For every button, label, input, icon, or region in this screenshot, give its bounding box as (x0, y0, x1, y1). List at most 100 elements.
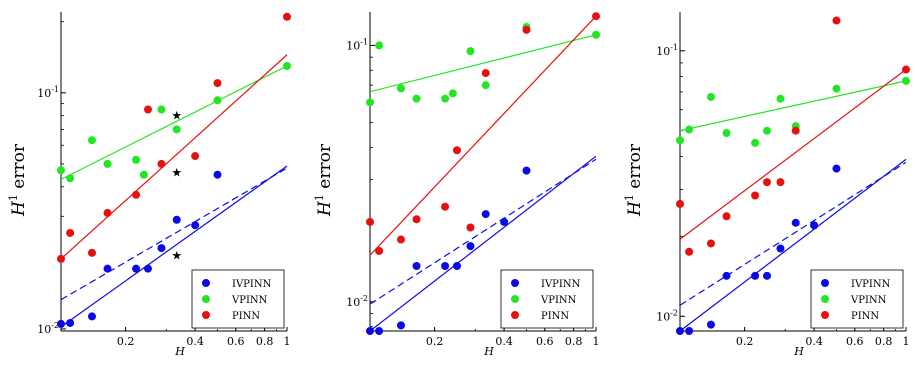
x-tick-label: 0.6 (846, 335, 864, 348)
chart-panel-3: 0.2 0.4 0.6 0.8 1 H 10-2 10-1 H1 error IVPINN VPIN… (623, 12, 910, 358)
data-point-pinn (762, 178, 771, 187)
data-point-ivpinn (57, 319, 65, 328)
x-tick-label: 1 (284, 335, 291, 348)
data-point-pinn (592, 12, 600, 21)
fit-line-pinn (679, 69, 907, 240)
x-axis-label: H (483, 345, 494, 358)
y-axis-label: H1 error (623, 143, 645, 217)
star-marker: ★ (171, 109, 182, 123)
data-point-pinn (452, 146, 461, 155)
x-tick-label: 0.8 (565, 335, 583, 348)
data-point-pinn (66, 228, 75, 237)
fit-line-ivpinn (679, 158, 907, 332)
legend-marker-ivpinn (202, 279, 210, 287)
data-point-vpinn (103, 159, 112, 168)
data-point-vpinn (87, 136, 96, 145)
data-point-ivpinn (366, 327, 374, 335)
y-tick-label: 10-2 (37, 321, 59, 336)
fit-line-vpinn (369, 34, 597, 93)
data-point-vpinn (66, 174, 75, 183)
data-point-vpinn (902, 76, 910, 85)
x-axis-label: H (174, 345, 185, 358)
legend: IVPINN VPINN PINN (500, 269, 594, 329)
x-tick-label: 0.4 (805, 335, 823, 348)
data-point-ivpinn (213, 170, 222, 179)
fit-line-pinn (369, 15, 597, 256)
x-tick-label: 0.2 (117, 335, 135, 348)
data-point-pinn (366, 217, 374, 226)
data-point-pinn (832, 16, 841, 25)
data-point-pinn (466, 223, 475, 232)
data-point-pinn (191, 152, 200, 161)
legend-label-ivpinn: IVPINN (541, 279, 581, 290)
data-point-pinn (676, 199, 684, 208)
data-point-ivpinn (157, 244, 166, 253)
data-point-vpinn (375, 41, 384, 50)
x-tick-label: 0.6 (227, 335, 245, 348)
legend-label-ivpinn: IVPINN (851, 279, 891, 290)
data-point-vpinn (706, 92, 715, 101)
data-point-ivpinn (776, 244, 785, 253)
data-point-pinn (685, 247, 694, 256)
legend-marker-vpinn (511, 295, 519, 303)
data-point-ivpinn (396, 321, 405, 330)
legend-marker-ivpinn (821, 279, 829, 287)
data-point-vpinn (481, 81, 490, 90)
x-tick-label: 0.8 (256, 335, 274, 348)
legend-marker-pinn (511, 311, 519, 319)
fit-line-ivpinn (60, 165, 288, 328)
legend-label-pinn: PINN (851, 311, 879, 322)
data-point-vpinn (412, 94, 421, 103)
star-marker: ★ (171, 248, 182, 262)
data-point-ivpinn (375, 327, 384, 335)
legend-marker-vpinn (202, 295, 210, 303)
data-point-pinn (157, 159, 166, 168)
data-point-vpinn (139, 170, 148, 179)
data-point-vpinn (685, 125, 694, 134)
data-point-pinn (283, 12, 291, 21)
x-tick-label: 0.4 (495, 335, 513, 348)
x-tick-label: 1 (903, 335, 910, 348)
data-point-vpinn (213, 96, 222, 105)
data-point-vpinn (448, 89, 457, 98)
data-point-pinn (103, 208, 112, 217)
chart-panel-1: 0.2 0.4 0.6 0.8 1 H 10-2 10-1 H1 error ★ ★ ★ IVPINN V… (7, 12, 291, 358)
data-point-ivpinn (706, 320, 715, 329)
data-point-ivpinn (441, 262, 450, 271)
legend-label-vpinn: VPINN (231, 295, 268, 306)
fit-line-pinn (60, 54, 288, 260)
data-point-vpinn (762, 126, 771, 135)
y-tick-label: 10-1 (37, 85, 59, 100)
x-tick-label: 1 (593, 335, 600, 348)
data-point-pinn (87, 248, 96, 257)
fit-line-vpinn (679, 80, 907, 132)
y-axis-label: H1 error (313, 143, 335, 217)
y-tick-label: 10-2 (656, 308, 678, 323)
data-point-ivpinn (500, 217, 509, 226)
chart-panel-2: 0.2 0.4 0.6 0.8 1 H 10-2 10-1 H1 error IVPINN VPIN… (313, 12, 600, 358)
data-point-pinn (722, 212, 731, 221)
legend-label-pinn: PINN (541, 311, 569, 322)
data-point-ivpinn (87, 312, 96, 321)
x-tick-label: 0.6 (536, 335, 554, 348)
data-point-ivpinn (143, 264, 152, 273)
y-axis-label: H1 error (7, 143, 29, 217)
data-point-pinn (522, 25, 531, 34)
data-point-vpinn (676, 136, 684, 145)
data-point-vpinn (441, 94, 450, 103)
data-point-pinn (143, 105, 152, 114)
y-tick-label: 10-1 (346, 37, 368, 52)
data-point-pinn (481, 69, 490, 78)
data-point-ivpinn (481, 210, 490, 219)
data-point-pinn (776, 178, 785, 187)
data-point-vpinn (722, 129, 731, 138)
data-point-pinn (57, 254, 65, 263)
data-point-vpinn (396, 84, 405, 93)
data-point-vpinn (776, 94, 785, 103)
fit-line-ivpinn (369, 155, 597, 332)
legend-label-ivpinn: IVPINN (232, 279, 272, 290)
star-marker: ★ (171, 165, 182, 179)
data-point-ivpinn (722, 271, 731, 280)
legend-marker-pinn (821, 311, 829, 319)
